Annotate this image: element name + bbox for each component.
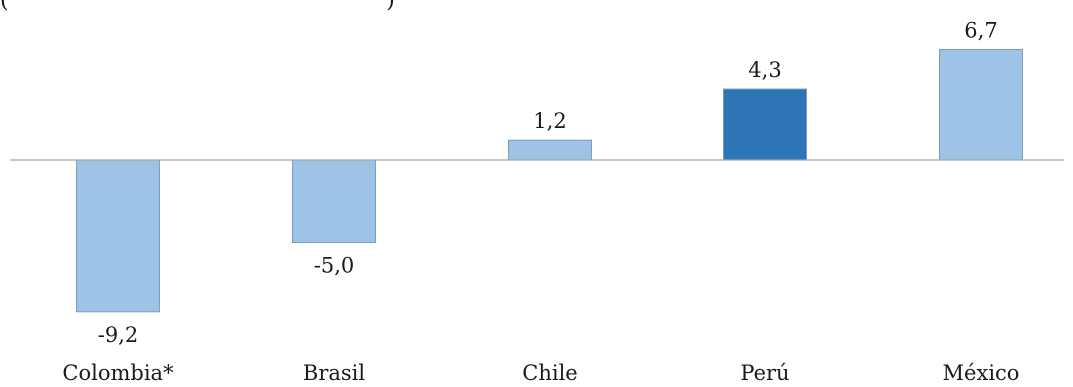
category-label-mexico: México <box>943 361 1020 385</box>
bar-brasil <box>292 159 376 243</box>
data-label-peru: 4,3 <box>748 58 781 82</box>
data-label-mexico: 6,7 <box>964 18 997 42</box>
category-label-colombia: Colombia* <box>62 361 174 385</box>
bar-chile <box>508 139 592 161</box>
data-label-brasil: -5,0 <box>314 254 355 278</box>
data-label-chile: 1,2 <box>533 109 566 133</box>
category-label-chile: Chile <box>522 361 577 385</box>
bar-peru <box>723 88 807 161</box>
data-label-colombia: -9,2 <box>98 323 139 347</box>
category-label-peru: Perú <box>740 361 789 385</box>
bar-colombia <box>76 159 160 313</box>
bar-mexico <box>939 48 1023 161</box>
category-label-brasil: Brasil <box>303 361 365 385</box>
clipped-header-text: ( ) <box>0 0 395 13</box>
